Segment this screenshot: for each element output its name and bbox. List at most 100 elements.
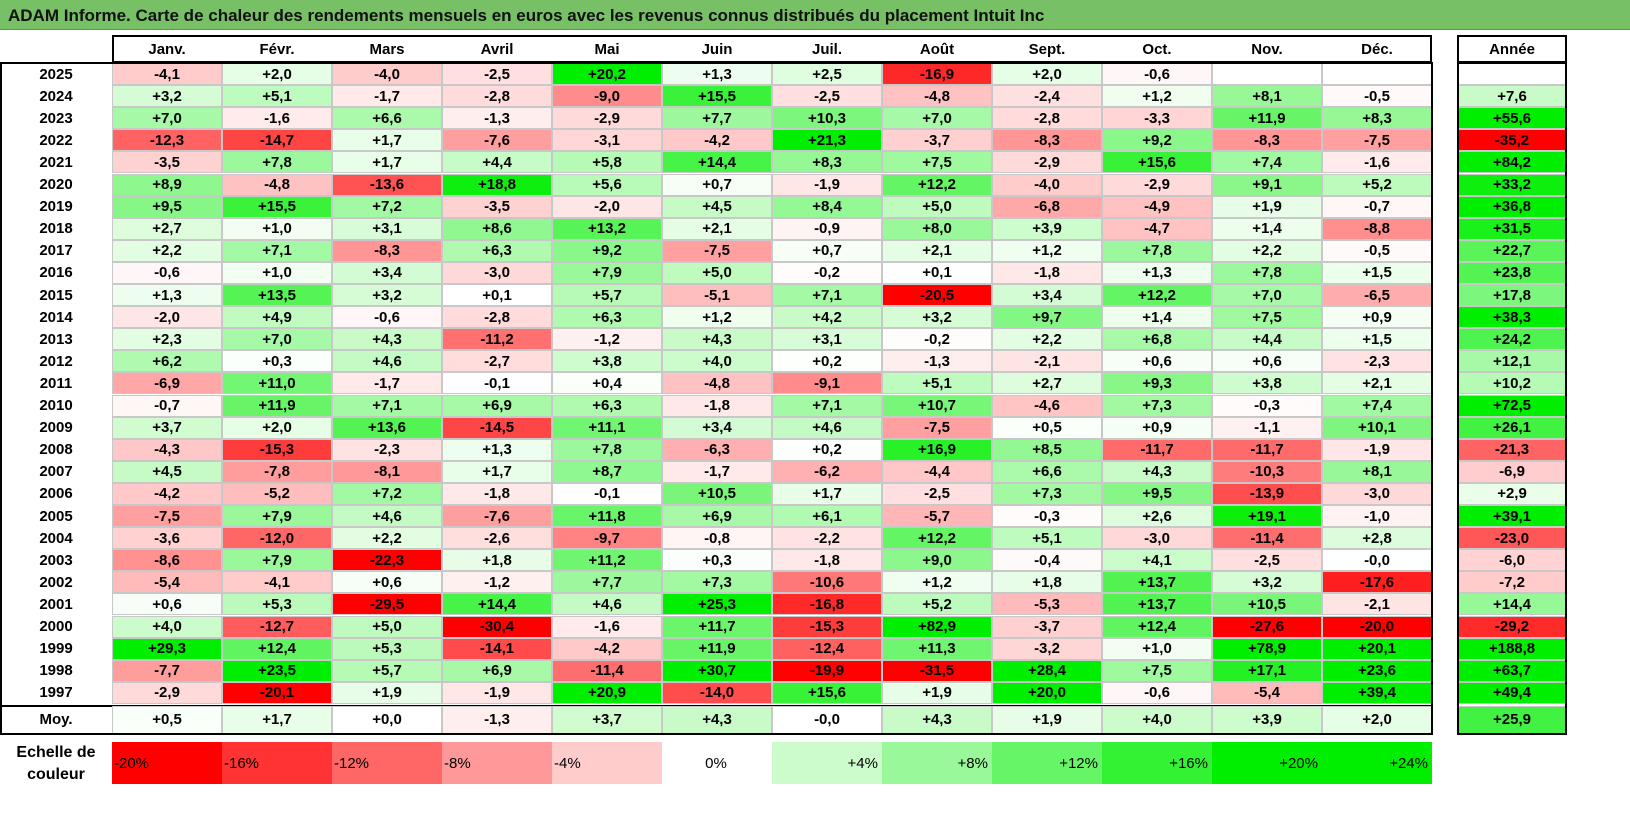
heatmap-cell: +9,5 [1102,482,1212,505]
heatmap-cell: -2,0 [552,195,662,218]
annual-cell [1457,63,1567,86]
heatmap-cell: -2,5 [442,63,552,86]
heatmap-cell: -1,3 [882,350,992,373]
heatmap-cell: -2,1 [992,350,1102,373]
heatmap-cell: -1,8 [772,549,882,572]
heatmap-cell: +5,0 [662,261,772,284]
heatmap-cell: +7,4 [1322,394,1432,417]
heatmap-cell: +23,6 [1322,659,1432,682]
heatmap-cell: +1,3 [1102,261,1212,284]
heatmap-cell: +15,5 [662,85,772,108]
heatmap-cell: +3,1 [772,328,882,351]
heatmap-cell: +6,3 [552,394,662,417]
heatmap-cell: +1,7 [772,482,882,505]
heatmap-cell: +1,5 [1322,261,1432,284]
year-label: 2001 [39,595,73,613]
heatmap-cell: -1,7 [662,460,772,483]
heatmap-cell: +19,1 [1212,505,1322,528]
heatmap-cell: -7,7 [112,659,222,682]
heatmap-cell: -1,9 [772,173,882,196]
annual-cell: +22,7 [1457,239,1567,262]
heatmap-cell: +1,2 [882,571,992,594]
heatmap-cell: +7,7 [662,107,772,130]
heatmap-cell: +16,9 [882,438,992,461]
heatmap-cell: -11,4 [1212,527,1322,550]
month-header: Juil. [772,36,882,62]
heatmap-cell: -8,1 [332,460,442,483]
year-label: 2015 [39,286,73,304]
annual-cell: +63,7 [1457,659,1567,682]
year-label: 2010 [39,397,73,415]
heatmap-cell: +0,2 [772,438,882,461]
heatmap-cell: +3,2 [882,306,992,329]
heatmap-cell: -4,3 [112,438,222,461]
annual-cell: +17,8 [1457,284,1567,307]
color-scale-step: -12% [332,742,442,784]
color-scale-step: +16% [1102,742,1212,784]
heatmap-cell: -1,6 [222,107,332,130]
heatmap-cell: +0,2 [772,350,882,373]
annual-cell: +38,3 [1457,306,1567,329]
color-scale-step: +24% [1322,742,1432,784]
average-cell: +0,0 [332,705,442,734]
heatmap-cell: -20,1 [222,681,332,704]
heatmap-cell: +14,4 [442,593,552,616]
heatmap-cell: +5,0 [332,615,442,638]
heatmap-cell: +2,6 [1102,505,1212,528]
heatmap-cell: +8,1 [1212,85,1322,108]
heatmap-cell: +7,0 [112,107,222,130]
heatmap-cell: -4,2 [552,637,662,660]
heatmap-cell: -17,6 [1322,571,1432,594]
heatmap-cell: -7,6 [442,129,552,152]
year-label: 2013 [39,330,73,348]
heatmap-cell: +2,2 [1212,239,1322,262]
heatmap-cell: +1,8 [442,549,552,572]
heatmap-cell: -14,0 [662,681,772,704]
heatmap-cell: +7,8 [1102,239,1212,262]
heatmap-cell: +6,3 [552,306,662,329]
heatmap-cell: -3,2 [992,637,1102,660]
heatmap-cell: +4,9 [222,306,332,329]
heatmap-cell: +2,0 [222,63,332,86]
heatmap-cell: +3,7 [112,416,222,439]
heatmap-cell: +1,2 [662,306,772,329]
color-scale-step: +12% [992,742,1102,784]
year-label: 2012 [39,352,73,370]
heatmap-cell: +0,4 [552,372,662,395]
heatmap-cell: +21,3 [772,129,882,152]
heatmap-cell: -8,8 [1322,217,1432,240]
heatmap-cell: -6,3 [662,438,772,461]
heatmap-cell: -2,3 [332,438,442,461]
heatmap-cell: -3,6 [112,527,222,550]
heatmap-cell: -8,6 [112,549,222,572]
heatmap-cell: -15,3 [772,615,882,638]
heatmap-cell: -6,5 [1322,284,1432,307]
heatmap-cell: -2,9 [1102,173,1212,196]
annual-cell: +55,6 [1457,107,1567,130]
year-label: 2024 [39,87,73,105]
heatmap-cell: -0,5 [1322,239,1432,262]
heatmap-cell: -11,4 [552,659,662,682]
heatmap-cell: -3,0 [1102,527,1212,550]
heatmap-cell: -2,5 [1212,549,1322,572]
heatmap-cell: -2,3 [1322,350,1432,373]
annual-cell: +23,8 [1457,261,1567,284]
year-label: 2011 [39,374,73,392]
heatmap-cell: -1,6 [552,615,662,638]
year-label: 1998 [39,662,73,680]
heatmap-cell: +0,1 [442,284,552,307]
chart-title: ADAM Informe. Carte de chaleur des rende… [8,6,1045,25]
heatmap-cell: +0,3 [662,549,772,572]
heatmap-cell: -1,9 [1322,438,1432,461]
heatmap-cell: +0,7 [772,239,882,262]
heatmap-cell: +3,2 [1212,571,1322,594]
year-label: 2018 [39,220,73,238]
heatmap-cell: +5,1 [882,372,992,395]
heatmap-cell: +1,7 [442,460,552,483]
heatmap-cell: +8,9 [112,173,222,196]
month-header: Mai [552,36,662,62]
heatmap-cell: +1,7 [332,129,442,152]
heatmap-cell: +1,5 [1322,328,1432,351]
heatmap-cell: +12,2 [882,173,992,196]
heatmap-cell: +2,2 [332,527,442,550]
